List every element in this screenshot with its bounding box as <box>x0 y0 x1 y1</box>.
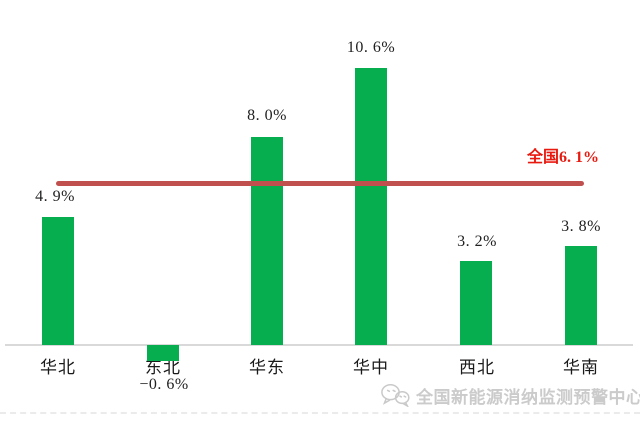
category-label-south-china: 华南 <box>563 358 599 377</box>
value-label-central-china: 10. 6% <box>346 39 396 56</box>
value-label-northeast: −0. 6% <box>139 376 189 393</box>
watermark-text: 全国新能源消纳监测预警中心 <box>416 387 640 407</box>
value-label-northwest: 3. 2% <box>457 233 497 250</box>
bar-northeast <box>147 345 179 361</box>
national-average-label: 全国6. 1% <box>526 149 599 166</box>
category-label-northeast: 东北 <box>145 358 181 377</box>
x-axis-line <box>5 344 633 346</box>
national-average-line <box>56 181 584 186</box>
category-label-east-china: 华东 <box>249 358 285 377</box>
bottom-divider <box>0 412 640 414</box>
bar-northwest <box>460 261 492 345</box>
category-label-central-china: 华中 <box>353 358 389 377</box>
value-label-north-china: 4. 9% <box>35 188 75 205</box>
wechat-icon <box>381 384 410 407</box>
bar-north-china <box>42 217 74 345</box>
bar-east-china <box>251 137 283 345</box>
category-label-north-china: 华北 <box>40 358 76 377</box>
bar-central-china <box>355 68 387 345</box>
value-label-east-china: 8. 0% <box>247 107 287 124</box>
bar-south-china <box>565 246 597 345</box>
watermark: 全国新能源消纳监测预警中心 <box>380 383 640 407</box>
category-label-northwest: 西北 <box>459 358 495 377</box>
value-label-south-china: 3. 8% <box>561 218 601 235</box>
